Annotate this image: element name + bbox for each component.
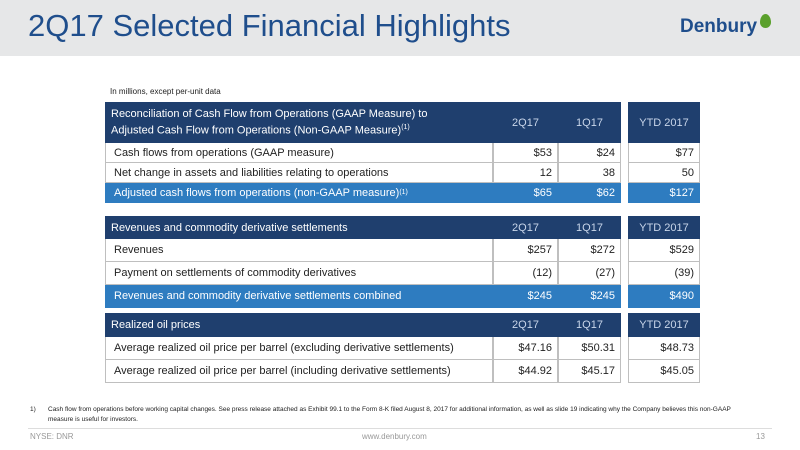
row-label-cell: Payment on settlements of commodity deri… [105,262,493,285]
column-header: 2Q17 [493,216,558,239]
value-cell: (12) [493,262,558,285]
value-cell: $62 [558,183,621,203]
header-cell: Reconciliation of Cash Flow from Operati… [105,102,493,143]
row-label-cell: Net change in assets and liabilities rel… [105,163,493,183]
superscript: (1) [401,124,410,132]
value-cell: $245 [493,285,558,308]
row-label: Net change in assets and liabilities rel… [114,166,389,179]
column-header: 2Q17 [493,313,558,337]
value-cell: (39) [628,262,700,285]
column-header: 1Q17 [558,102,621,143]
column-header: YTD 2017 [628,313,700,337]
row-label-cell: Revenues and commodity derivative settle… [105,285,493,308]
row-label-cell: Cash flows from operations (GAAP measure… [105,143,493,163]
row-label-cell: Average realized oil price per barrel (i… [105,360,493,383]
value-cell: $245 [558,285,621,308]
column-header: YTD 2017 [628,102,700,143]
note: In millions, except per-unit data [110,87,221,96]
header-cell: Revenues and commodity derivative settle… [105,216,493,239]
header-line: Adjusted Cash Flow from Operations (Non-… [111,121,410,138]
value-cell: 38 [558,163,621,183]
footnote: Cash flow from operations before working… [48,406,731,423]
header-line: Reconciliation of Cash Flow from Operati… [111,107,427,121]
value-cell: $257 [493,239,558,262]
header-text: Revenues and commodity derivative settle… [111,221,348,234]
value-cell: $490 [628,285,700,308]
value-cell: $529 [628,239,700,262]
row-label: Revenues and commodity derivative settle… [114,290,402,302]
logo-icon [760,14,771,28]
value-cell: $47.16 [493,337,558,360]
value-cell: (27) [558,262,621,285]
value-cell: 12 [493,163,558,183]
row-label: Adjusted cash flows from operations (non… [114,186,400,199]
row-label: Average realized oil price per barrel (i… [114,365,451,377]
page-number: 13 [756,432,765,441]
value-cell: $50.31 [558,337,621,360]
row-label: Payment on settlements of commodity deri… [114,267,357,279]
header-line: Realized oil prices [111,318,200,332]
column-header: 1Q17 [558,313,621,337]
title: 2Q17 Selected Financial Highlights [28,8,511,43]
row-label-cell: Average realized oil price per barrel (e… [105,337,493,360]
value-cell: $24 [558,143,621,163]
header-cell: Realized oil prices [105,313,493,337]
header-text: Reconciliation of Cash Flow from Operati… [111,108,428,121]
header-line: Revenues and commodity derivative settle… [111,221,348,235]
superscript: (1) [399,189,408,196]
header-text: Adjusted Cash Flow from Operations (Non-… [111,124,402,137]
footnote-marker: 1) [30,406,36,413]
row-label: Revenues [114,244,164,256]
header-text: Realized oil prices [111,319,201,331]
column-header: 1Q17 [558,216,621,239]
value-cell: $48.73 [628,337,700,360]
value-cell: $44.92 [493,360,558,383]
row-label: Cash flows from operations (GAAP measure… [114,146,334,159]
value-cell: $45.05 [628,360,700,383]
row-label-cell: Adjusted cash flows from operations (non… [105,183,493,203]
row-label: Average realized oil price per barrel (e… [114,342,454,354]
logo: Denbury [680,16,758,37]
footer-rule [28,428,772,429]
row-label-cell: Revenues [105,239,493,262]
value-cell: $77 [628,143,700,163]
footer-ticker: NYSE: DNR [30,432,74,441]
footer-url: www.denbury.com [362,432,427,441]
header-band [0,0,800,56]
column-header: 2Q17 [493,102,558,143]
column-header: YTD 2017 [628,216,700,239]
value-cell: $127 [628,183,700,203]
value-cell: $45.17 [558,360,621,383]
value-cell: $272 [558,239,621,262]
value-cell: $53 [493,143,558,163]
value-cell: 50 [628,163,700,183]
value-cell: $65 [493,183,558,203]
